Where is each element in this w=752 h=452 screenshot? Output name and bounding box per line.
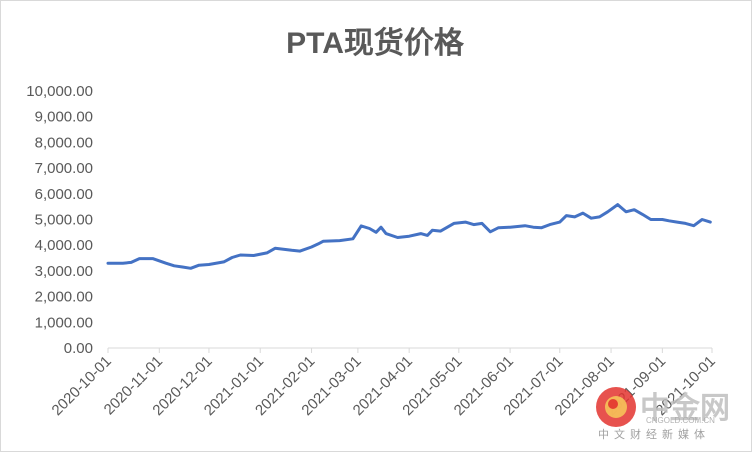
watermark: 中金网 CNGOLD.COM.CN 中文财经新媒体 (594, 383, 744, 443)
y-tick-label: 5,000.00 (35, 212, 93, 229)
y-tick-label: 1,000.00 (35, 314, 93, 331)
watermark-url: CNGOLD.COM.CN (646, 416, 715, 425)
y-tick-label: 2,000.00 (35, 289, 93, 306)
y-tick-label: 8,000.00 (35, 134, 93, 151)
y-tick-label: 3,000.00 (35, 263, 93, 280)
watermark-logo-icon (596, 387, 636, 427)
y-tick-label: 7,000.00 (35, 160, 93, 177)
y-tick-label: 9,000.00 (35, 109, 93, 126)
watermark-tagline: 中文财经新媒体 (598, 428, 710, 441)
y-tick-label: 0.00 (64, 340, 93, 357)
chart-title: PTA现货价格 (286, 27, 464, 60)
price-series-line (106, 203, 712, 270)
y-tick-label: 4,000.00 (35, 237, 93, 254)
watermark-brand: 中金网 (640, 391, 730, 426)
y-tick-label: 10,000.00 (26, 83, 93, 100)
y-tick-label: 6,000.00 (35, 186, 93, 203)
